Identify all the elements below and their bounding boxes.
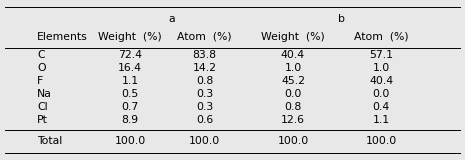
- Text: 16.4: 16.4: [118, 63, 142, 73]
- Text: 57.1: 57.1: [369, 50, 393, 60]
- Text: Atom  (%): Atom (%): [354, 32, 409, 42]
- Text: Atom  (%): Atom (%): [177, 32, 232, 42]
- Text: 1.1: 1.1: [373, 115, 390, 125]
- Text: Pt: Pt: [37, 115, 48, 125]
- Text: C: C: [37, 50, 45, 60]
- Text: Elements: Elements: [37, 32, 88, 42]
- Text: 0.8: 0.8: [196, 76, 213, 86]
- Text: 83.8: 83.8: [193, 50, 217, 60]
- Text: Weight  (%): Weight (%): [98, 32, 162, 42]
- Text: Cl: Cl: [37, 102, 48, 112]
- Text: Na: Na: [37, 89, 52, 99]
- Text: F: F: [37, 76, 43, 86]
- Text: a: a: [169, 15, 175, 24]
- Text: 0.0: 0.0: [284, 89, 302, 99]
- Text: 0.7: 0.7: [121, 102, 139, 112]
- Text: 1.0: 1.0: [284, 63, 302, 73]
- Text: 0.5: 0.5: [121, 89, 139, 99]
- Text: 40.4: 40.4: [281, 50, 305, 60]
- Text: 0.3: 0.3: [196, 89, 213, 99]
- Text: Total: Total: [37, 136, 62, 146]
- Text: 0.3: 0.3: [196, 102, 213, 112]
- Text: 40.4: 40.4: [369, 76, 393, 86]
- Text: 0.0: 0.0: [372, 89, 390, 99]
- Text: 0.8: 0.8: [284, 102, 302, 112]
- Text: 45.2: 45.2: [281, 76, 305, 86]
- Text: 100.0: 100.0: [189, 136, 220, 146]
- Text: O: O: [37, 63, 46, 73]
- Text: Weight  (%): Weight (%): [261, 32, 325, 42]
- Text: 100.0: 100.0: [365, 136, 397, 146]
- Text: 8.9: 8.9: [122, 115, 139, 125]
- Text: 0.4: 0.4: [372, 102, 390, 112]
- Text: 12.6: 12.6: [281, 115, 305, 125]
- Text: 72.4: 72.4: [118, 50, 142, 60]
- Text: 0.6: 0.6: [196, 115, 213, 125]
- Text: 100.0: 100.0: [277, 136, 309, 146]
- Text: b: b: [338, 15, 345, 24]
- Text: 14.2: 14.2: [193, 63, 217, 73]
- Text: 1.0: 1.0: [372, 63, 390, 73]
- Text: 100.0: 100.0: [114, 136, 146, 146]
- Text: 1.1: 1.1: [122, 76, 139, 86]
